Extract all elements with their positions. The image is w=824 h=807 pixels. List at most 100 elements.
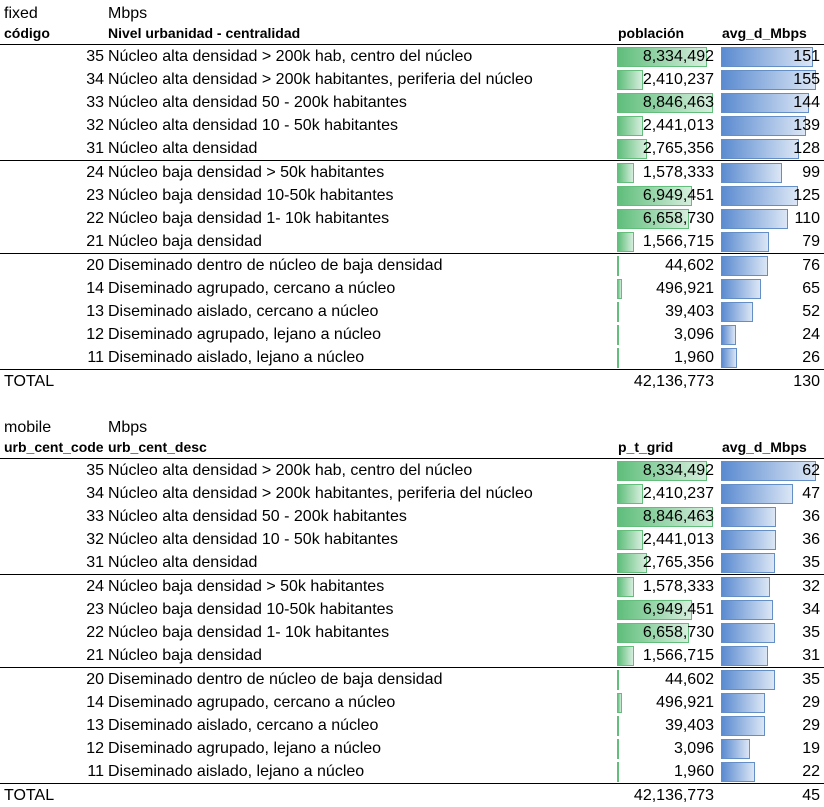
row-description[interactable]: Núcleo alta densidad > 200k habitantes, … <box>108 71 533 88</box>
row-avg-mbps-cell[interactable]: 110 <box>720 207 822 230</box>
row-avg-mbps-cell[interactable]: 76 <box>720 254 822 277</box>
row-population-cell[interactable]: 496,921 <box>616 691 716 714</box>
table-caption-right[interactable]: Mbps <box>108 419 148 436</box>
row-code[interactable]: 24 <box>86 164 104 181</box>
row-description[interactable]: Núcleo alta densidad > 200k hab, centro … <box>108 462 473 479</box>
total-population[interactable]: 42,136,773 <box>633 787 714 804</box>
row-avg-mbps-cell[interactable]: 19 <box>720 737 822 760</box>
row-population-cell[interactable]: 2,441,013 <box>616 114 716 137</box>
table-caption-left[interactable]: mobile <box>4 419 52 436</box>
row-code[interactable]: 32 <box>86 531 104 548</box>
row-population-cell[interactable]: 1,566,715 <box>616 644 716 667</box>
row-code[interactable]: 11 <box>87 763 104 780</box>
row-description[interactable]: Núcleo baja densidad 10-50k habitantes <box>108 601 394 618</box>
row-code[interactable]: 13 <box>86 717 104 734</box>
row-code[interactable]: 24 <box>86 578 104 595</box>
header-avg-mbps[interactable]: avg_d_Mbps <box>722 439 807 455</box>
row-code[interactable]: 33 <box>86 508 104 525</box>
row-code[interactable]: 31 <box>86 554 104 571</box>
row-population-cell[interactable]: 8,334,492 <box>616 45 716 68</box>
row-population-cell[interactable]: 2,410,237 <box>616 482 716 505</box>
row-code[interactable]: 33 <box>86 94 104 111</box>
row-description[interactable]: Núcleo baja densidad > 50k habitantes <box>108 578 385 595</box>
row-description[interactable]: Núcleo alta densidad 10 - 50k habitantes <box>108 117 398 134</box>
total-avg-mbps[interactable]: 130 <box>793 373 820 390</box>
row-avg-mbps-cell[interactable]: 22 <box>720 760 822 783</box>
row-avg-mbps-cell[interactable]: 32 <box>720 575 822 598</box>
row-description[interactable]: Diseminado dentro de núcleo de baja dens… <box>108 257 443 274</box>
row-avg-mbps-cell[interactable]: 128 <box>720 137 822 160</box>
row-code[interactable]: 31 <box>86 140 104 157</box>
row-description[interactable]: Diseminado agrupado, cercano a núcleo <box>108 694 396 711</box>
row-population-cell[interactable]: 1,566,715 <box>616 230 716 253</box>
row-population-cell[interactable]: 2,765,356 <box>616 551 716 574</box>
row-description[interactable]: Núcleo alta densidad 50 - 200k habitante… <box>108 508 407 525</box>
row-description[interactable]: Diseminado agrupado, lejano a núcleo <box>108 740 382 757</box>
row-description[interactable]: Diseminado aislado, lejano a núcleo <box>108 349 365 366</box>
row-code[interactable]: 14 <box>86 280 104 297</box>
row-description[interactable]: Núcleo baja densidad 1- 10k habitantes <box>108 624 390 641</box>
header-population[interactable]: p_t_grid <box>618 439 674 455</box>
row-avg-mbps-cell[interactable]: 26 <box>720 346 822 369</box>
row-avg-mbps-cell[interactable]: 36 <box>720 505 822 528</box>
row-avg-mbps-cell[interactable]: 155 <box>720 68 822 91</box>
row-code[interactable]: 34 <box>86 71 104 88</box>
row-avg-mbps-cell[interactable]: 79 <box>720 230 822 253</box>
row-description[interactable]: Núcleo baja densidad 10-50k habitantes <box>108 187 394 204</box>
header-avg-mbps[interactable]: avg_d_Mbps <box>722 25 807 41</box>
row-description[interactable]: Núcleo baja densidad > 50k habitantes <box>108 164 385 181</box>
row-code[interactable]: 22 <box>86 624 104 641</box>
row-population-cell[interactable]: 39,403 <box>616 714 716 737</box>
row-code[interactable]: 21 <box>86 647 104 664</box>
row-code[interactable]: 20 <box>86 257 104 274</box>
total-label[interactable]: TOTAL <box>4 787 55 804</box>
row-population-cell[interactable]: 2,441,013 <box>616 528 716 551</box>
row-population-cell[interactable]: 44,602 <box>616 668 716 691</box>
row-population-cell[interactable]: 8,846,463 <box>616 91 716 114</box>
row-code[interactable]: 13 <box>86 303 104 320</box>
row-description[interactable]: Núcleo alta densidad <box>108 554 258 571</box>
row-avg-mbps-cell[interactable]: 34 <box>720 598 822 621</box>
row-code[interactable]: 12 <box>86 740 104 757</box>
row-avg-mbps-cell[interactable]: 31 <box>720 644 822 667</box>
row-description[interactable]: Diseminado dentro de núcleo de baja dens… <box>108 671 443 688</box>
row-avg-mbps-cell[interactable]: 52 <box>720 300 822 323</box>
row-population-cell[interactable]: 3,096 <box>616 737 716 760</box>
row-population-cell[interactable]: 1,960 <box>616 760 716 783</box>
row-avg-mbps-cell[interactable]: 125 <box>720 184 822 207</box>
header-code[interactable]: código <box>4 25 50 41</box>
row-avg-mbps-cell[interactable]: 35 <box>720 551 822 574</box>
row-description[interactable]: Diseminado agrupado, lejano a núcleo <box>108 326 382 343</box>
row-description[interactable]: Núcleo baja densidad 1- 10k habitantes <box>108 210 390 227</box>
row-population-cell[interactable]: 496,921 <box>616 277 716 300</box>
row-code[interactable]: 35 <box>86 462 104 479</box>
row-population-cell[interactable]: 8,846,463 <box>616 505 716 528</box>
table-caption-right[interactable]: Mbps <box>108 5 148 22</box>
row-avg-mbps-cell[interactable]: 35 <box>720 621 822 644</box>
row-population-cell[interactable]: 1,578,333 <box>616 575 716 598</box>
row-population-cell[interactable]: 44,602 <box>616 254 716 277</box>
row-avg-mbps-cell[interactable]: 144 <box>720 91 822 114</box>
total-label[interactable]: TOTAL <box>4 373 55 390</box>
row-population-cell[interactable]: 8,334,492 <box>616 459 716 482</box>
row-population-cell[interactable]: 6,658,730 <box>616 621 716 644</box>
row-population-cell[interactable]: 1,578,333 <box>616 161 716 184</box>
row-avg-mbps-cell[interactable]: 139 <box>720 114 822 137</box>
row-population-cell[interactable]: 6,949,451 <box>616 598 716 621</box>
row-code[interactable]: 14 <box>86 694 104 711</box>
header-description[interactable]: urb_cent_desc <box>108 439 207 455</box>
header-population[interactable]: población <box>618 25 685 41</box>
row-description[interactable]: Diseminado aislado, cercano a núcleo <box>108 303 379 320</box>
total-population[interactable]: 42,136,773 <box>633 373 714 390</box>
row-description[interactable]: Núcleo alta densidad > 200k hab, centro … <box>108 48 473 65</box>
row-code[interactable]: 23 <box>86 187 104 204</box>
row-avg-mbps-cell[interactable]: 36 <box>720 528 822 551</box>
table-caption-left[interactable]: fixed <box>4 5 38 22</box>
row-avg-mbps-cell[interactable]: 35 <box>720 668 822 691</box>
row-population-cell[interactable]: 6,949,451 <box>616 184 716 207</box>
row-code[interactable]: 22 <box>86 210 104 227</box>
row-code[interactable]: 32 <box>86 117 104 134</box>
row-description[interactable]: Diseminado aislado, cercano a núcleo <box>108 717 379 734</box>
row-description[interactable]: Núcleo alta densidad > 200k habitantes, … <box>108 485 533 502</box>
row-description[interactable]: Núcleo alta densidad <box>108 140 258 157</box>
